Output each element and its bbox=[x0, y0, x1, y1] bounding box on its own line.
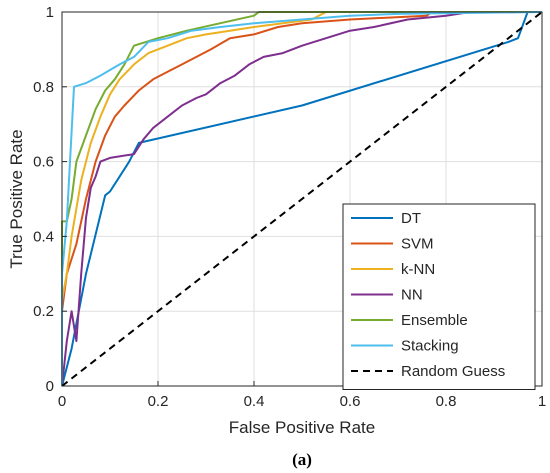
x-tick-label: 0.4 bbox=[244, 393, 265, 410]
x-tick-label: 1 bbox=[538, 393, 546, 410]
ticks: 0 0.2 0.4 0.6 0.8 1 0 0.2 0.4 0.6 0.8 1 bbox=[33, 4, 546, 410]
x-tick-label: 0.8 bbox=[436, 393, 457, 410]
series-layer bbox=[61, 11, 543, 387]
legend: DT SVM k-NN NN Ensemble Stacking Random Guess bbox=[342, 203, 536, 390]
series-line-dt bbox=[61, 11, 542, 387]
legend-label-svm: SVM bbox=[401, 236, 434, 253]
y-tick-label: 0 bbox=[46, 378, 54, 395]
x-tick-label: 0 bbox=[58, 393, 66, 410]
series-line-stacking bbox=[61, 11, 543, 386]
legend-label-stacking: Stacking bbox=[401, 338, 459, 355]
legend-label-random-guess: Random Guess bbox=[401, 363, 505, 380]
legend-box bbox=[342, 203, 536, 390]
y-tick-label: 0.8 bbox=[33, 79, 54, 96]
legend-label-dt: DT bbox=[401, 210, 421, 227]
x-tick-label: 0.6 bbox=[340, 393, 361, 410]
y-tick-label: 0.6 bbox=[33, 154, 54, 171]
series-line-nn bbox=[61, 11, 542, 387]
y-tick-label: 1 bbox=[46, 4, 54, 21]
legend-label-ensemble: Ensemble bbox=[401, 312, 468, 329]
figure-caption: (a) bbox=[292, 450, 312, 469]
x-axis-label: False Positive Rate bbox=[229, 418, 375, 437]
series-line-ensemble bbox=[61, 11, 542, 386]
series-line-svm bbox=[61, 11, 542, 386]
y-tick-label: 0.2 bbox=[33, 303, 54, 320]
y-tick-label: 0.4 bbox=[33, 228, 54, 245]
plot-frame bbox=[61, 11, 543, 387]
legend-label-k-nn: k-NN bbox=[401, 261, 435, 278]
series-line-k-nn bbox=[61, 11, 542, 386]
x-tick-label: 0.2 bbox=[148, 393, 169, 410]
series-line-random-guess bbox=[61, 11, 543, 387]
legend-label-nn: NN bbox=[401, 287, 423, 304]
y-axis-label: True Positive Rate bbox=[7, 129, 26, 268]
